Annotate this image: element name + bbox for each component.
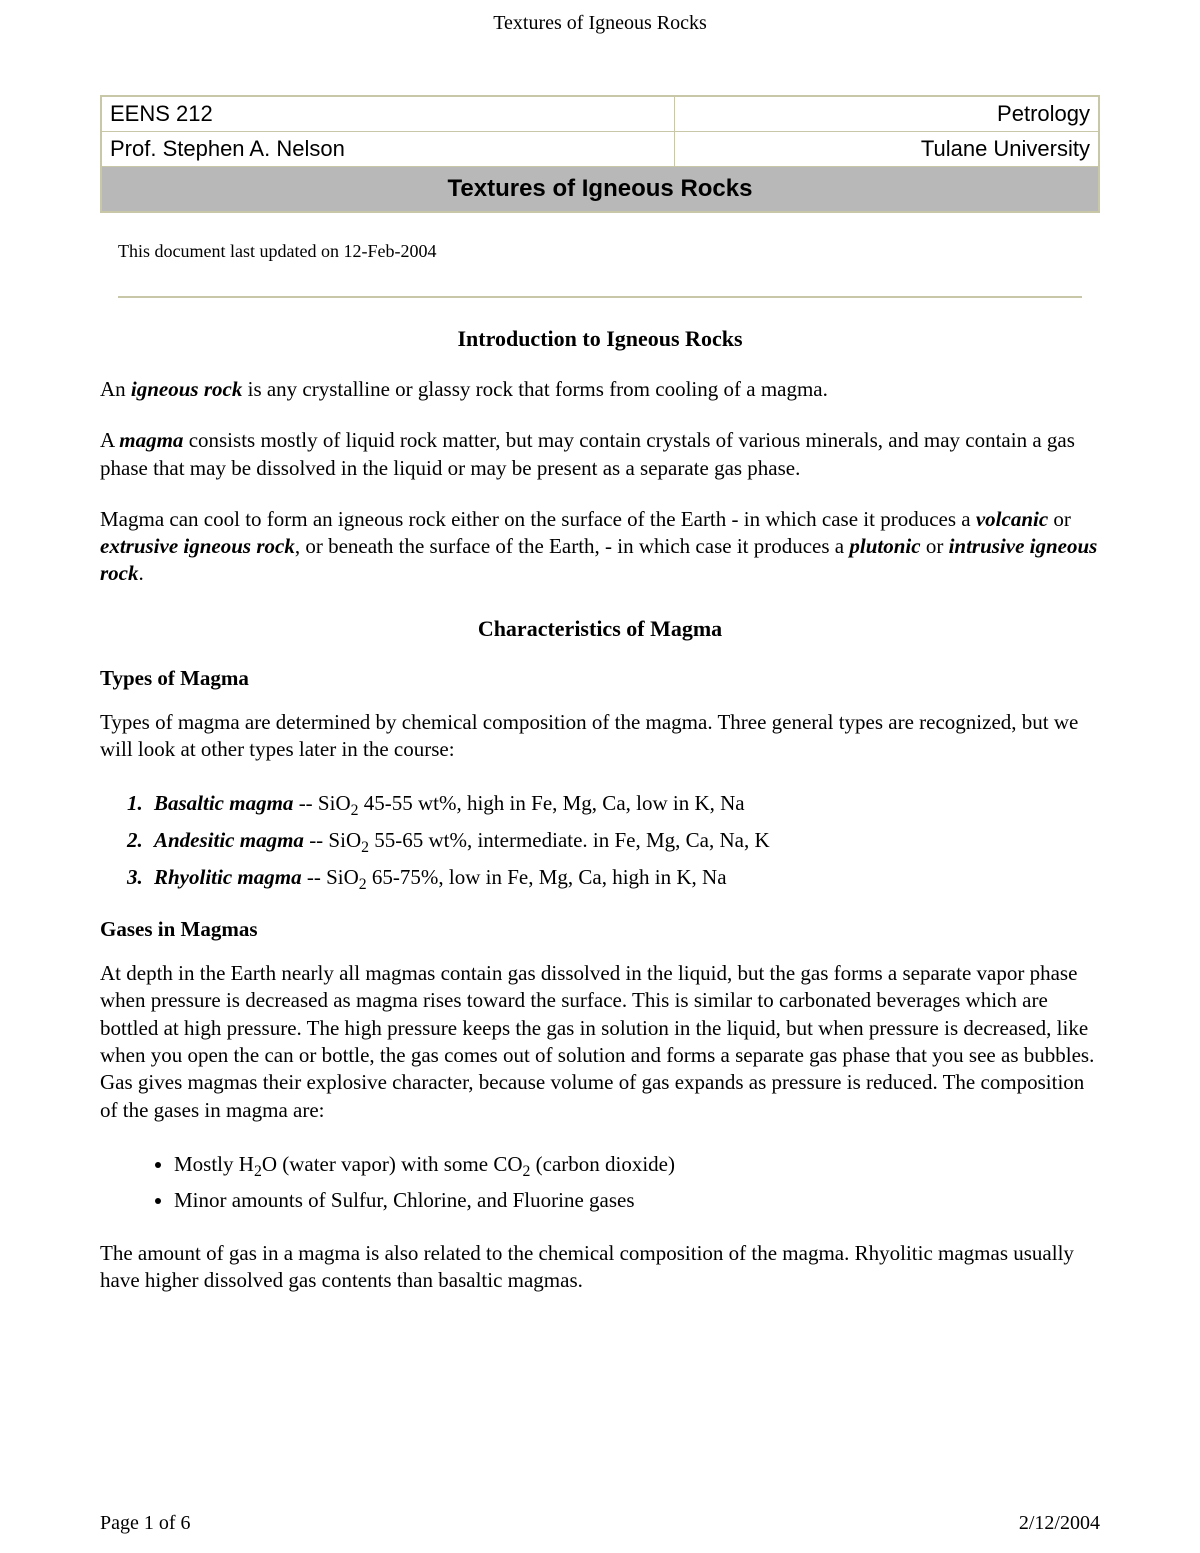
magma-name: Rhyolitic magma <box>154 865 302 889</box>
page-footer: Page 1 of 6 2/12/2004 <box>100 1512 1100 1535</box>
text: , or beneath the surface of the Earth, -… <box>295 534 850 558</box>
text: or <box>1048 507 1071 531</box>
gases-paragraph-1: At depth in the Earth nearly all magmas … <box>100 960 1100 1124</box>
course-name: Petrology <box>675 96 1099 132</box>
intro-heading: Introduction to Igneous Rocks <box>100 326 1100 352</box>
text: -- SiO <box>293 791 350 815</box>
text: -- SiO <box>302 865 359 889</box>
characteristics-heading: Characteristics of Magma <box>100 616 1100 642</box>
list-item: Andesitic magma -- SiO2 55-65 wt%, inter… <box>148 824 1100 861</box>
text: Mostly H <box>174 1152 254 1176</box>
intro-paragraph-2: A magma consists mostly of liquid rock m… <box>100 427 1100 482</box>
term-plutonic: plutonic <box>849 534 920 558</box>
last-updated-text: This document last updated on 12-Feb-200… <box>118 241 1100 262</box>
term-igneous-rock: igneous rock <box>131 377 242 401</box>
text: is any crystalline or glassy rock that f… <box>242 377 828 401</box>
list-item: Basaltic magma -- SiO2 45-55 wt%, high i… <box>148 787 1100 824</box>
table-row: Prof. Stephen A. Nelson Tulane Universit… <box>101 132 1099 167</box>
course-code: EENS 212 <box>101 96 675 132</box>
university-name: Tulane University <box>675 132 1099 167</box>
page-header-title: Textures of Igneous Rocks <box>0 0 1200 35</box>
text: 65-75%, low in Fe, Mg, Ca, high in K, Na <box>367 865 727 889</box>
subscript: 2 <box>359 876 367 893</box>
types-heading: Types of Magma <box>100 666 1100 691</box>
gases-paragraph-2: The amount of gas in a magma is also rel… <box>100 1240 1100 1295</box>
text: 55-65 wt%, intermediate. in Fe, Mg, Ca, … <box>369 828 770 852</box>
intro-paragraph-3: Magma can cool to form an igneous rock e… <box>100 506 1100 588</box>
text: Magma can cool to form an igneous rock e… <box>100 507 976 531</box>
list-item: Rhyolitic magma -- SiO2 65-75%, low in F… <box>148 861 1100 898</box>
page-number: Page 1 of 6 <box>100 1512 191 1535</box>
term-volcanic: volcanic <box>976 507 1048 531</box>
professor-name: Prof. Stephen A. Nelson <box>101 132 675 167</box>
types-intro-text: Types of magma are determined by chemica… <box>100 709 1100 764</box>
list-item: Minor amounts of Sulfur, Chlorine, and F… <box>174 1184 1100 1218</box>
table-title-row: Textures of Igneous Rocks <box>101 167 1099 213</box>
table-row: EENS 212 Petrology <box>101 96 1099 132</box>
text: O (water vapor) with some CO <box>262 1152 523 1176</box>
text: 45-55 wt%, high in Fe, Mg, Ca, low in K,… <box>358 791 744 815</box>
intro-paragraph-1: An igneous rock is any crystalline or gl… <box>100 376 1100 403</box>
gas-composition-list: Mostly H2O (water vapor) with some CO2 (… <box>174 1148 1100 1218</box>
text: An <box>100 377 131 401</box>
list-item: Mostly H2O (water vapor) with some CO2 (… <box>174 1148 1100 1184</box>
content-wrapper: EENS 212 Petrology Prof. Stephen A. Nels… <box>0 35 1200 1295</box>
footer-date: 2/12/2004 <box>1019 1512 1100 1535</box>
document-title: Textures of Igneous Rocks <box>101 167 1099 213</box>
term-magma: magma <box>119 428 183 452</box>
divider <box>118 296 1082 298</box>
subscript: 2 <box>361 839 369 856</box>
text: or <box>921 534 949 558</box>
text: -- SiO <box>304 828 361 852</box>
magma-name: Basaltic magma <box>154 791 293 815</box>
gases-heading: Gases in Magmas <box>100 917 1100 942</box>
subscript: 2 <box>254 1163 262 1180</box>
text: (carbon dioxide) <box>530 1152 675 1176</box>
magma-types-list: Basaltic magma -- SiO2 45-55 wt%, high i… <box>148 787 1100 897</box>
term-extrusive: extrusive igneous rock <box>100 534 295 558</box>
magma-name: Andesitic magma <box>154 828 304 852</box>
text: consists mostly of liquid rock matter, b… <box>100 428 1075 479</box>
info-table: EENS 212 Petrology Prof. Stephen A. Nels… <box>100 95 1100 213</box>
text: . <box>139 561 144 585</box>
text: A <box>100 428 119 452</box>
